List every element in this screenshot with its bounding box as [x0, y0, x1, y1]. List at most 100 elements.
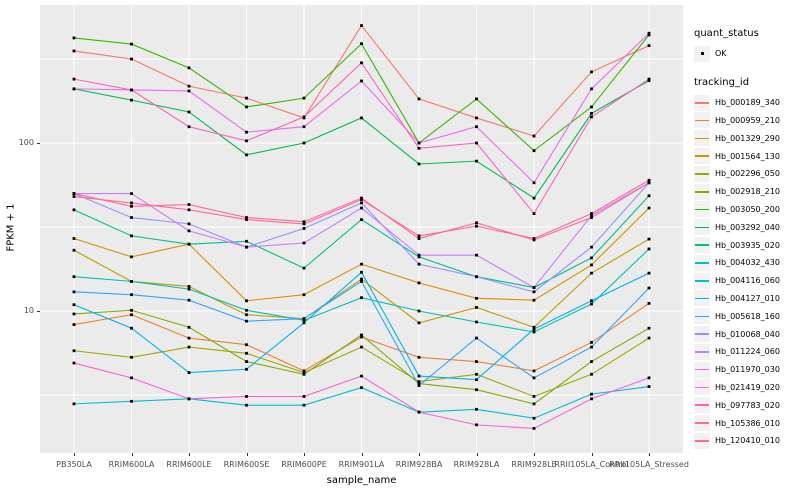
legend-key-box — [694, 326, 710, 343]
data-point — [647, 31, 651, 35]
data-point — [532, 196, 536, 200]
legend-item-Hb_004127_010: Hb_004127_010 — [694, 290, 800, 308]
legend-key-line-icon — [695, 244, 709, 246]
data-point — [302, 318, 306, 322]
legend-item-Hb_000189_340: Hb_000189_340 — [694, 94, 800, 112]
data-point — [475, 97, 478, 101]
data-point — [417, 374, 421, 378]
x-tick-mark — [304, 453, 305, 456]
data-point — [417, 234, 421, 238]
data-point — [417, 162, 421, 166]
data-point — [647, 79, 651, 83]
data-point — [130, 255, 133, 259]
legend-key-line-icon — [695, 315, 709, 318]
data-point — [475, 125, 478, 129]
data-point — [647, 271, 651, 275]
legend-key-box — [694, 219, 710, 236]
legend-section-tracking: tracking_id Hb_000189_340 Hb_000959_210 Hb… — [694, 77, 800, 450]
data-point — [72, 36, 76, 40]
x-tick-mark — [419, 453, 420, 456]
data-point — [647, 326, 651, 330]
x-tick-label: RRIM600SE — [223, 460, 270, 469]
data-point — [417, 237, 421, 240]
data-point — [590, 263, 593, 267]
legend-item-label: OK — [715, 49, 727, 59]
point-marker-icon — [700, 52, 704, 56]
data-point — [245, 360, 248, 363]
data-point — [187, 222, 191, 226]
data-point — [302, 241, 306, 245]
data-point — [647, 206, 651, 210]
legend-key-line-icon — [695, 226, 709, 229]
data-point — [360, 262, 363, 266]
data-point — [130, 355, 133, 359]
data-point — [475, 320, 478, 324]
data-point — [302, 293, 306, 297]
data-point — [532, 290, 536, 294]
legend-item-label: Hb_000189_340 — [715, 98, 780, 108]
x-tick-mark — [534, 453, 535, 456]
x-tick-mark — [246, 453, 248, 456]
data-point — [72, 195, 76, 198]
data-point — [590, 105, 593, 109]
data-point — [130, 293, 133, 297]
legend-key-line-icon — [695, 440, 709, 442]
legend-key-line-icon — [695, 173, 709, 175]
data-point — [72, 275, 76, 279]
data-point — [245, 395, 248, 398]
legend-key-box — [694, 112, 710, 129]
data-point — [475, 253, 478, 257]
data-point — [590, 372, 593, 376]
data-point — [590, 216, 593, 219]
data-point — [647, 44, 651, 47]
data-point — [302, 227, 306, 230]
data-point — [647, 77, 651, 81]
legend-item-label: Hb_002296_050 — [715, 169, 780, 179]
x-tick-label: RRII105LA_Stressed — [609, 460, 689, 469]
legend-tracking-items: Hb_000189_340 Hb_000959_210 Hb_001329_290 H… — [694, 94, 800, 450]
legend-item-Hb_011224_060: Hb_011224_060 — [694, 343, 800, 361]
legend-key-box — [694, 397, 710, 414]
data-point — [417, 380, 421, 383]
data-point — [417, 281, 421, 285]
data-point — [302, 222, 306, 226]
legend-item-Hb_105386_010: Hb_105386_010 — [694, 414, 800, 432]
legend-item-Hb_001329_290: Hb_001329_290 — [694, 129, 800, 147]
data-point — [532, 298, 536, 302]
data-point — [72, 237, 76, 240]
data-point — [187, 66, 191, 70]
x-tick-label: RRIM600LE — [166, 460, 212, 469]
data-point — [590, 115, 593, 119]
data-point — [532, 330, 536, 334]
legend-item-label: Hb_105386_010 — [715, 418, 780, 428]
legend-item-Hb_021419_020: Hb_021419_020 — [694, 379, 800, 397]
data-point — [360, 42, 363, 46]
legend-key-line-icon — [695, 262, 709, 264]
legend-item-label: Hb_010068_040 — [715, 329, 780, 339]
data-point — [245, 245, 248, 249]
legend-key-line-icon — [695, 386, 709, 389]
data-point — [360, 116, 363, 120]
legend-key-line-icon — [695, 333, 709, 335]
x-tick-mark — [649, 453, 650, 456]
data-point — [72, 192, 76, 195]
data-point — [647, 376, 651, 380]
legend-key-line-icon — [695, 297, 709, 300]
data-point — [245, 351, 248, 355]
data-point — [245, 403, 248, 407]
data-point — [130, 98, 133, 102]
data-point — [417, 262, 421, 266]
data-point — [245, 308, 248, 312]
legend-item-Hb_000959_210: Hb_000959_210 — [694, 112, 800, 130]
legend-item-label: Hb_004127_010 — [715, 293, 780, 303]
data-point — [245, 319, 248, 323]
legend-key-box — [694, 237, 710, 254]
legend-item-label: Hb_002918_210 — [715, 187, 780, 197]
data-point — [590, 70, 593, 74]
data-point — [130, 216, 133, 219]
data-point — [360, 196, 363, 200]
data-point — [360, 79, 363, 83]
data-point — [302, 369, 306, 373]
plot-panel — [40, 5, 683, 453]
data-point — [130, 204, 133, 208]
